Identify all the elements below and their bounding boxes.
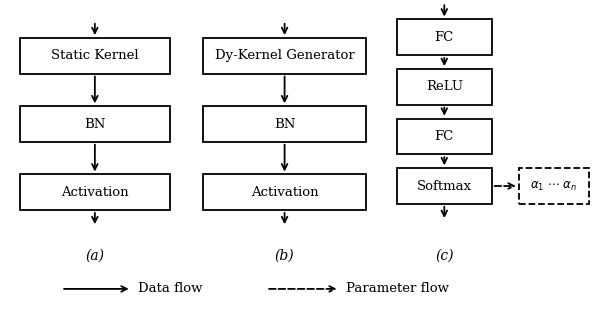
Text: Activation: Activation [251, 186, 318, 199]
FancyBboxPatch shape [203, 38, 366, 74]
Text: FC: FC [435, 130, 454, 143]
Text: $\alpha_1\ \cdots\ \alpha_n$: $\alpha_1\ \cdots\ \alpha_n$ [530, 179, 578, 193]
Text: ReLU: ReLU [426, 80, 463, 93]
Text: Activation: Activation [61, 186, 129, 199]
FancyBboxPatch shape [397, 168, 492, 204]
Text: (b): (b) [275, 249, 294, 263]
Text: BN: BN [84, 117, 105, 131]
FancyBboxPatch shape [20, 174, 170, 210]
FancyBboxPatch shape [397, 19, 492, 55]
Text: BN: BN [274, 117, 295, 131]
Text: (a): (a) [85, 249, 105, 263]
FancyBboxPatch shape [519, 168, 589, 204]
Text: Dy-Kernel Generator: Dy-Kernel Generator [215, 49, 354, 62]
Text: (c): (c) [435, 249, 453, 263]
FancyBboxPatch shape [397, 118, 492, 154]
Text: FC: FC [435, 31, 454, 44]
FancyBboxPatch shape [203, 174, 366, 210]
FancyBboxPatch shape [20, 38, 170, 74]
FancyBboxPatch shape [20, 106, 170, 142]
Text: Static Kernel: Static Kernel [51, 49, 139, 62]
Text: Parameter flow: Parameter flow [346, 282, 449, 295]
Text: Softmax: Softmax [417, 179, 472, 193]
FancyBboxPatch shape [397, 69, 492, 105]
Text: Data flow: Data flow [138, 282, 202, 295]
FancyBboxPatch shape [203, 106, 366, 142]
